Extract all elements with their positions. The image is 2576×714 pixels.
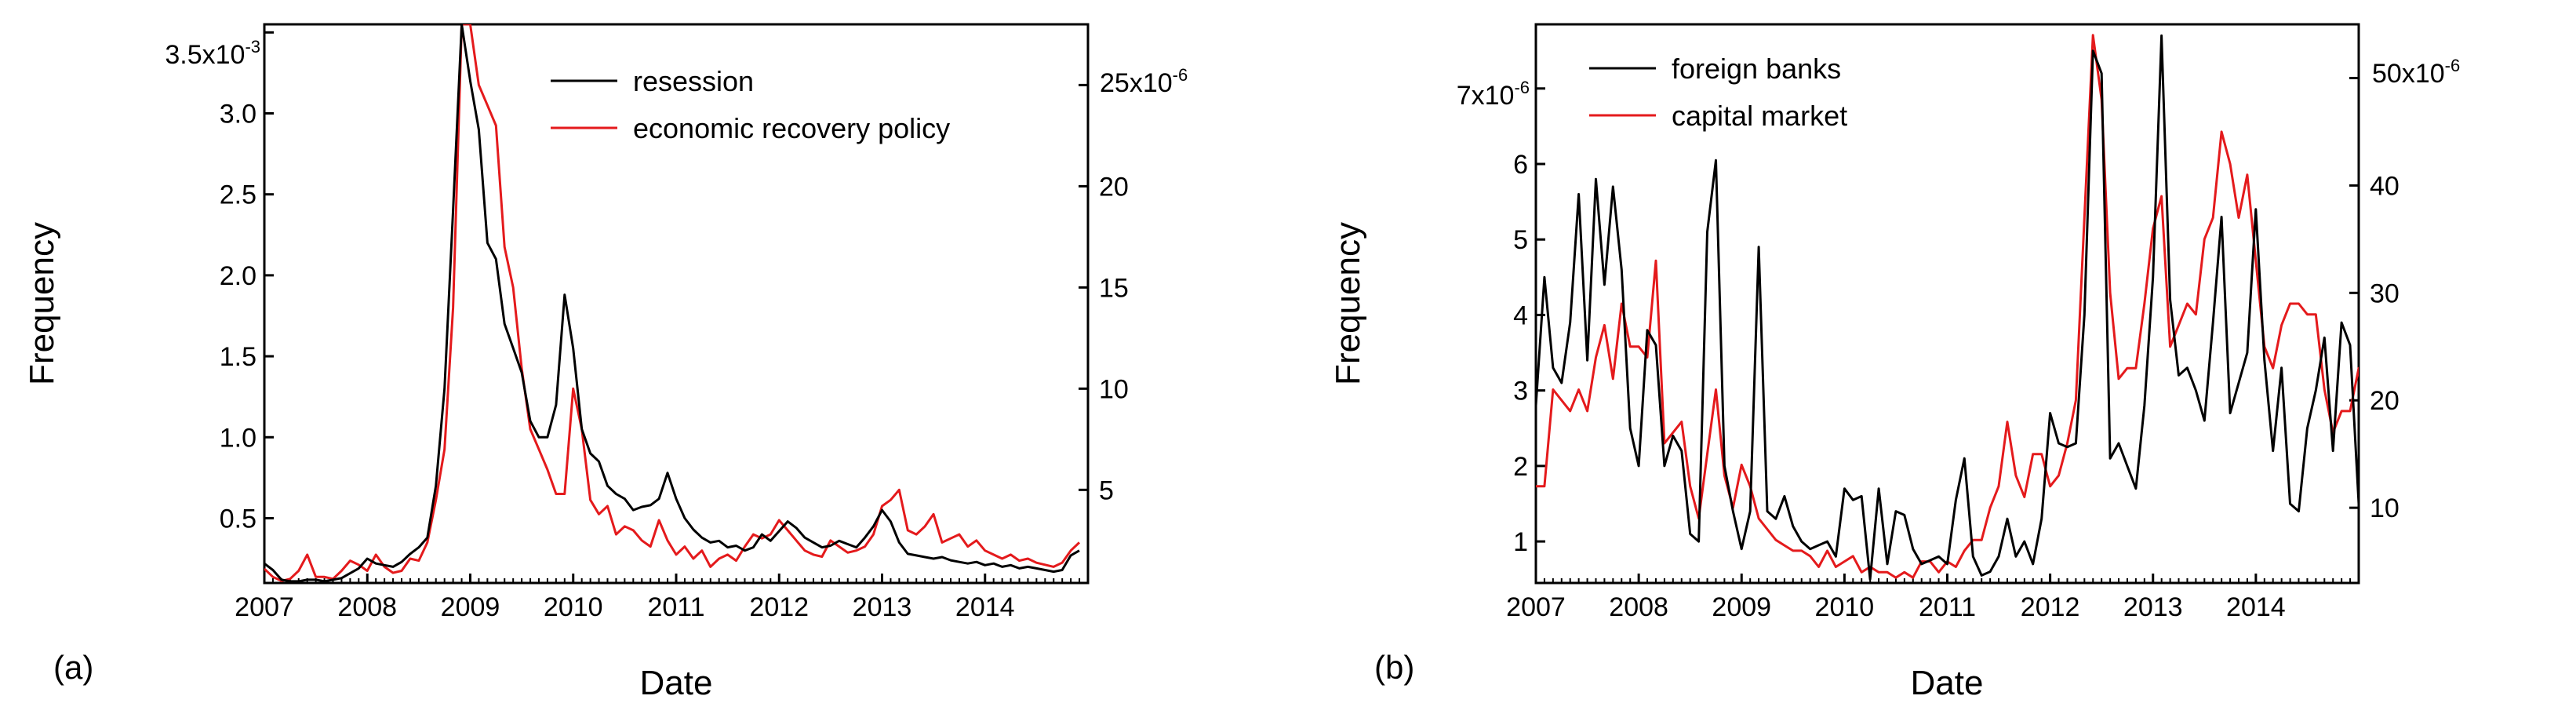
panel-label-a: (a) (53, 649, 93, 686)
x-tick-label: 2010 (1815, 592, 1875, 622)
x-tick-label: 2012 (749, 592, 809, 622)
x-tick-label: 2011 (1919, 592, 1976, 622)
y-left-tick-label: 1 (1513, 527, 1528, 557)
x-axis-title-a: Date (640, 664, 713, 702)
chart-panel-a: 2007 2008 2009 2010 2011 2012 2013 2014 0.51.01… (23, 23, 1188, 702)
y-left-tick-label: 1.5 (220, 342, 257, 372)
x-tick-label: 2009 (1712, 592, 1771, 622)
x-tick-label: 2008 (337, 592, 397, 622)
y-left-top-tick-exp-b: -6 (1514, 78, 1530, 97)
y-axis-title-b: Frequency (1329, 222, 1367, 385)
chart-panel-b: 2007 2008 2009 2010 2011 2012 2013 2014 123456 … (1329, 23, 2460, 702)
y-left-tick-label: 5 (1513, 225, 1528, 255)
x-tick-label: 2010 (544, 592, 603, 622)
y-right-top-tick-value-a: 25 (1100, 68, 1130, 98)
x-tick-label: 2014 (955, 592, 1015, 622)
x-tick-label: 2012 (2021, 592, 2080, 622)
y-left-top-tick-base-a: x10 (202, 40, 246, 70)
y-right-tick-label: 10 (2370, 494, 2400, 523)
y-left-tick-label: 1.0 (220, 423, 257, 453)
legend-label-economic-recovery-policy: economic recovery policy (633, 112, 950, 144)
series-lines-a (264, 24, 1081, 583)
y-right-tick-label: 15 (1099, 273, 1129, 303)
y-left-tick-label: 6 (1513, 150, 1528, 180)
y-right-tick-label: 20 (1099, 172, 1129, 202)
y-axis-right-ticks-a: 5 10 15 20 (1079, 83, 1129, 505)
series-line-resession (264, 24, 1080, 583)
y-right-top-tick-base-b: x10 (2402, 59, 2445, 89)
legend-label-foreign-banks: foreign banks (1672, 53, 1841, 85)
y-right-top-tick-base-a: x10 (1130, 68, 1173, 98)
x-axis-ticks-b: 2007 2008 2009 2010 2011 2012 2013 2014 (1506, 574, 2352, 622)
series-line-capital-market (1536, 34, 2359, 579)
y-axis-right-ticks-b: 10 20 30 40 (2349, 76, 2400, 523)
panel-label-b: (b) (1374, 649, 1414, 686)
y-left-top-tick-value-b: 7 (1457, 81, 1472, 111)
y-axis-title-a: Frequency (23, 222, 61, 385)
x-tick-label: 2011 (647, 592, 704, 622)
y-left-tick-label: 3 (1513, 377, 1528, 406)
x-tick-label: 2013 (2123, 592, 2183, 622)
y-right-top-tick-exp-b: -6 (2445, 56, 2461, 75)
y-right-top-tick-value-b: 50 (2372, 59, 2402, 89)
y-left-tick-label: 0.5 (220, 504, 257, 534)
y-left-tick-label: 2.5 (220, 180, 257, 210)
y-left-top-tick-a: 3.5x10-3 (165, 37, 260, 70)
y-axis-left-ticks-a: 0.5 1.0 1.5 2.0 2.5 3.0 (220, 31, 274, 534)
y-left-tick-label: 2.0 (220, 261, 257, 291)
y-left-tick-label: 3.0 (220, 100, 257, 129)
y-right-top-tick-exp-a: -6 (1173, 65, 1188, 85)
y-left-top-tick-b: 7x10-6 (1457, 78, 1530, 111)
legend-label-resession: resession (633, 65, 754, 97)
x-tick-label: 2007 (1506, 592, 1566, 622)
legend-a: resession economic recovery policy (551, 65, 950, 144)
y-right-tick-label: 20 (2370, 386, 2400, 416)
y-left-tick-label: 2 (1513, 452, 1528, 482)
plot-frame-b (1534, 23, 2360, 585)
y-right-top-tick-a: 25x10-6 (1100, 65, 1188, 98)
x-tick-label: 2008 (1609, 592, 1668, 622)
y-left-top-tick-base-b: x10 (1472, 81, 1515, 111)
y-right-tick-label: 40 (2370, 171, 2400, 201)
x-axis-title-b: Date (1911, 664, 1984, 702)
y-right-tick-label: 30 (2370, 279, 2400, 308)
y-axis-left-ticks-b: 1 2 3 4 5 6 (1513, 87, 1545, 557)
y-left-top-tick-value-a: 3.5 (165, 40, 202, 70)
series-line-foreign-banks (1536, 34, 2359, 581)
y-left-tick-label: 4 (1513, 301, 1528, 330)
x-tick-label: 2013 (853, 592, 912, 622)
series-line-economic-recovery-policy (264, 24, 1081, 582)
x-tick-label: 2014 (2226, 592, 2286, 622)
x-tick-label: 2007 (235, 592, 294, 622)
x-axis-ticks-a: 2007 2008 2009 2010 2011 2012 2013 2014 (235, 574, 1081, 622)
legend-label-capital-market: capital market (1672, 100, 1847, 132)
y-right-tick-label: 10 (1099, 374, 1129, 404)
x-tick-label: 2009 (441, 592, 500, 622)
y-right-top-tick-b: 50x10-6 (2372, 56, 2460, 89)
y-left-top-tick-exp-a: -3 (245, 37, 260, 56)
series-lines-b (1536, 34, 2359, 581)
y-right-tick-label: 5 (1099, 475, 1114, 505)
legend-b: foreign banks capital market (1589, 53, 1847, 132)
